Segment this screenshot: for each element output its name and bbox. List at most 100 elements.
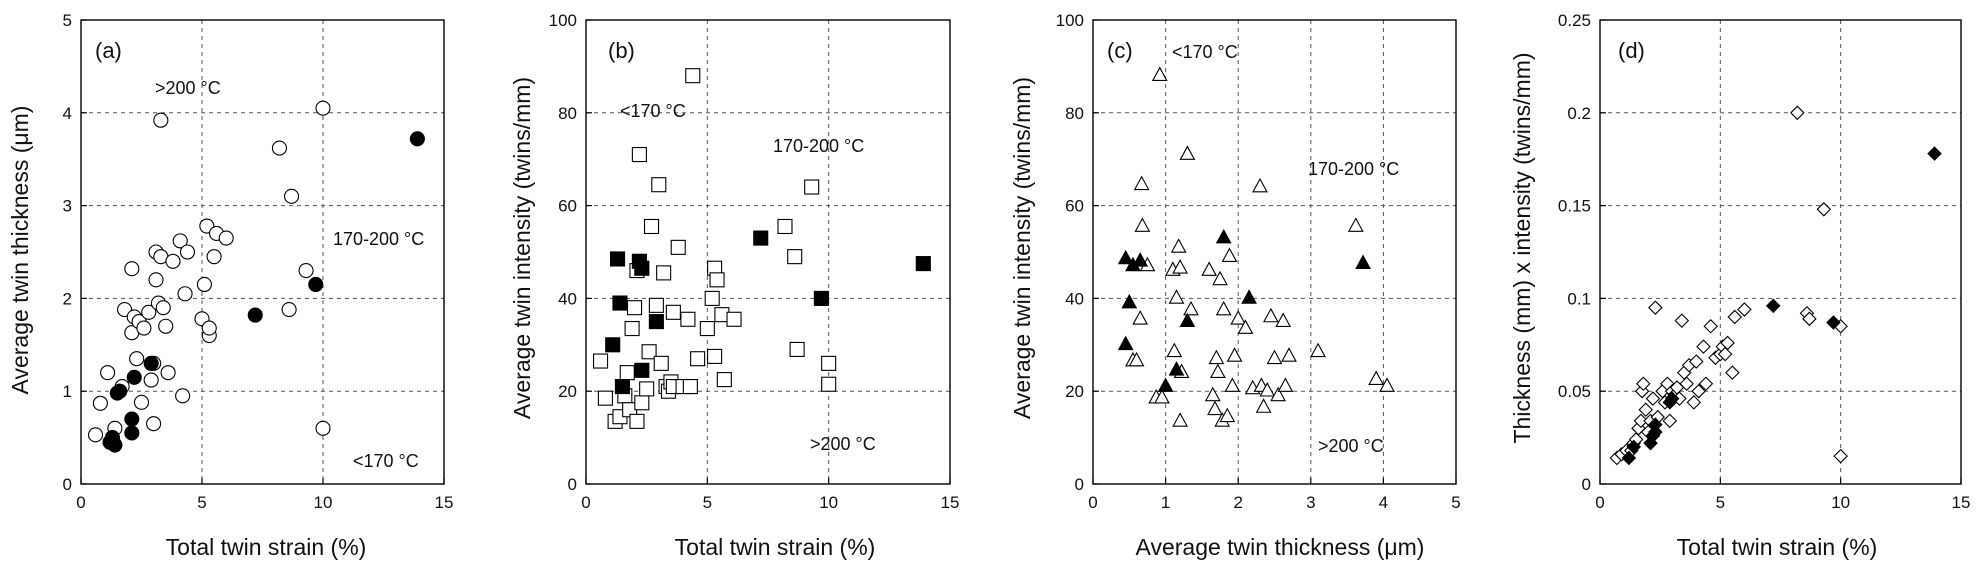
x-tick-label: 15 bbox=[1952, 493, 1971, 512]
annotation-low-temp: <170 °C bbox=[1172, 42, 1238, 62]
data-point-open-square bbox=[643, 218, 660, 235]
data-point-open-circle bbox=[206, 249, 222, 265]
data-point-open-circle bbox=[218, 230, 234, 246]
panel-d: 0 5 10 15 0 0.05 0.1 0.15 0.2 0.25 (d) Total twin… bbox=[1509, 11, 1970, 560]
data-point-open-diamond bbox=[1725, 365, 1740, 380]
data-point-open-circle bbox=[201, 320, 217, 336]
data-point-open-diamond bbox=[1720, 335, 1735, 351]
data-point-open-diamond bbox=[1737, 302, 1752, 317]
data-point-open-diamond bbox=[1691, 383, 1706, 399]
y-tick-label: 5 bbox=[63, 11, 72, 30]
panel-label: (d) bbox=[1618, 38, 1645, 63]
data-point-open-circle bbox=[298, 263, 314, 279]
data-point-open-diamond bbox=[1816, 202, 1832, 217]
data-point-open-diamond bbox=[1674, 313, 1690, 328]
annotation-mid-temp: 170-200 °C bbox=[333, 229, 424, 249]
data-point-open-diamond bbox=[1727, 309, 1743, 325]
data-point-open-triangle bbox=[1270, 386, 1287, 402]
data-point-filled-diamond bbox=[1648, 424, 1663, 440]
data-point-filled-circle bbox=[143, 355, 159, 371]
data-point-filled-diamond bbox=[1766, 298, 1781, 314]
data-point-open-triangle bbox=[1172, 259, 1189, 274]
x-tick-label: 0 bbox=[76, 493, 85, 512]
data-point-open-triangle bbox=[1252, 177, 1268, 193]
y-tick-label: 2 bbox=[63, 289, 72, 308]
annotation-high-temp: >200 °C bbox=[810, 434, 876, 454]
data-point-open-square bbox=[716, 372, 732, 388]
data-point-open-triangle bbox=[1215, 300, 1232, 316]
data-point-open-circle bbox=[315, 420, 331, 436]
data-point-open-diamond bbox=[1696, 339, 1711, 354]
x-axis-label: Total twin strain (%) bbox=[1677, 534, 1878, 560]
y-tick-label: 60 bbox=[1065, 197, 1084, 216]
data-point-open-circle bbox=[281, 301, 297, 318]
data-point-open-circle bbox=[155, 300, 171, 316]
data-point-open-square bbox=[821, 376, 837, 392]
annotation-low-temp: <170 °C bbox=[353, 451, 419, 471]
data-point-open-circle bbox=[141, 304, 157, 320]
data-point-filled-diamond bbox=[1621, 450, 1637, 466]
data-point-open-triangle bbox=[1277, 377, 1294, 392]
data-point-open-triangle bbox=[1209, 363, 1226, 378]
data-point-filled-diamond bbox=[1826, 315, 1841, 330]
data-point-open-circle bbox=[124, 261, 140, 277]
data-point-open-square bbox=[804, 179, 820, 195]
data-point-open-square bbox=[626, 300, 643, 316]
data-point-filled-circle bbox=[409, 131, 425, 147]
data-point-open-square bbox=[704, 290, 720, 306]
data-point-open-square bbox=[619, 365, 635, 381]
y-tick-label: 3 bbox=[63, 197, 72, 216]
data-point-open-triangle bbox=[1368, 370, 1385, 385]
data-point-open-triangle bbox=[1310, 342, 1326, 358]
data-point-open-triangle bbox=[1207, 400, 1223, 416]
data-point-filled-square bbox=[612, 295, 628, 311]
data-point-open-circle bbox=[133, 394, 150, 410]
y-tick-label: 60 bbox=[558, 197, 577, 216]
data-point-open-circle bbox=[160, 365, 176, 381]
data-point-open-triangle bbox=[1255, 398, 1272, 413]
data-point-open-triangle bbox=[1237, 319, 1254, 334]
y-tick-label: 80 bbox=[558, 104, 577, 123]
data-point-open-circle bbox=[196, 276, 212, 293]
data-point-open-square bbox=[629, 413, 645, 429]
data-point-open-square bbox=[726, 311, 742, 327]
y-axis-label: Average twin thickness (μm) bbox=[7, 106, 33, 395]
data-point-open-square bbox=[597, 390, 613, 406]
data-point-open-triangle bbox=[1221, 247, 1238, 262]
data-point-filled-square bbox=[753, 230, 769, 246]
data-point-filled-triangle bbox=[1121, 293, 1138, 309]
data-point-filled-square bbox=[634, 362, 650, 378]
data-point-open-square bbox=[789, 341, 805, 357]
plot-frame bbox=[585, 19, 951, 485]
data-point-filled-square bbox=[605, 337, 621, 353]
x-tick-label: 15 bbox=[941, 493, 960, 512]
data-point-filled-circle bbox=[247, 307, 263, 323]
x-tick-label: 5 bbox=[1451, 493, 1460, 512]
data-point-open-triangle bbox=[1212, 270, 1228, 286]
x-tick-label: 0 bbox=[1088, 493, 1097, 512]
y-tick-label: 0.2 bbox=[1567, 104, 1591, 123]
data-point-open-circle bbox=[315, 100, 331, 116]
data-point-filled-circle bbox=[308, 276, 324, 293]
y-tick-label: 1 bbox=[63, 382, 72, 401]
data-point-open-circle bbox=[271, 140, 287, 156]
x-tick-label: 4 bbox=[1379, 493, 1388, 512]
data-point-filled-triangle bbox=[1117, 335, 1134, 351]
data-point-filled-square bbox=[915, 256, 931, 272]
y-tick-label: 0.25 bbox=[1558, 11, 1591, 30]
data-point-filled-triangle bbox=[1241, 289, 1257, 304]
data-point-open-circle bbox=[172, 233, 188, 249]
data-point-open-square bbox=[787, 249, 803, 265]
plot-frame bbox=[1092, 19, 1457, 485]
data-point-open-triangle bbox=[1134, 217, 1151, 232]
x-tick-label: 1 bbox=[1161, 493, 1170, 512]
data-point-open-triangle bbox=[1281, 347, 1297, 362]
data-point-open-triangle bbox=[1179, 145, 1196, 160]
data-point-open-circle bbox=[92, 395, 108, 411]
data-point-filled-triangle bbox=[1215, 228, 1232, 244]
data-point-open-circle bbox=[100, 365, 116, 381]
y-tick-label: 0.15 bbox=[1558, 197, 1591, 216]
data-point-open-circle bbox=[283, 188, 300, 204]
data-point-filled-diamond bbox=[1927, 146, 1942, 161]
y-tick-label: 0 bbox=[63, 475, 72, 494]
